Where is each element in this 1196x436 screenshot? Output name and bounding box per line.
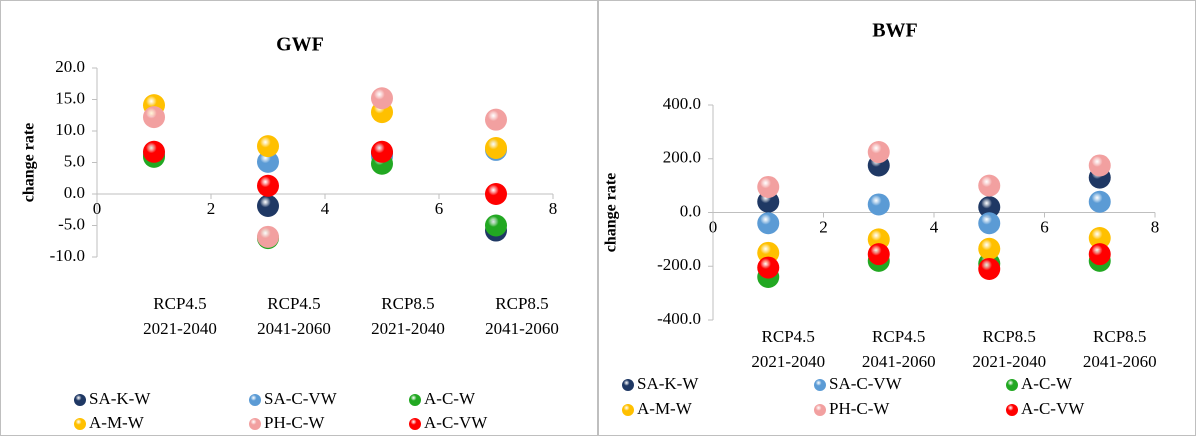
y-tick-label: 15.0 [55,88,85,107]
data-point [1088,243,1111,266]
legend-label: SA-K-W [637,374,699,393]
category-label: RCP4.5 [267,294,320,313]
legend-marker [622,404,634,416]
legend-marker [1006,379,1018,391]
category-label: 2021-2040 [972,352,1046,371]
x-tick-label: 2 [819,217,828,236]
x-tick-label: 6 [1040,217,1049,236]
legend-marker [814,379,826,391]
data-point [257,174,279,197]
data-point [1088,154,1111,177]
data-point [143,106,165,129]
data-point [978,237,1001,260]
legend-marker [409,394,421,406]
category-label: 2041-2060 [485,319,559,338]
y-tick-label: 5.0 [64,151,85,170]
legend-label: A-M-W [637,399,693,418]
legend-label: SA-C-VW [264,389,338,408]
panel-border [0,0,598,436]
x-tick-label: 8 [549,199,558,218]
legend-marker [249,418,261,430]
data-point [757,212,780,235]
legend-label: A-C-VW [424,413,488,432]
y-axis-label: change rate [603,173,620,253]
x-tick-label: 0 [709,217,718,236]
category-label: RCP4.5 [762,327,815,346]
data-point [257,150,279,173]
legend-marker [74,394,86,406]
legend-label: A-M-W [89,413,145,432]
category-label: 2041-2060 [257,319,331,338]
data-point [485,137,507,160]
x-tick-label: 6 [435,199,444,218]
legend-marker [814,404,826,416]
data-point [978,257,1001,280]
data-point [257,225,279,248]
data-point [867,243,890,266]
legend-marker [409,418,421,430]
legend-label: PH-C-W [829,399,890,418]
chart-title: GWF [276,34,324,56]
x-tick-label: 8 [1151,217,1160,236]
data-point [257,135,279,158]
data-point [867,193,890,216]
data-point [371,140,393,163]
legend-marker [74,418,86,430]
data-point [485,108,507,131]
category-label: 2021-2040 [143,319,217,338]
chart-title: BWF [872,20,918,42]
y-tick-label: -5.0 [58,214,85,233]
category-label: 2041-2060 [862,352,936,371]
data-point [1088,190,1111,213]
category-label: 2041-2060 [1083,352,1157,371]
x-tick-label: 4 [321,199,330,218]
category-label: RCP8.5 [1093,327,1146,346]
legend-label: A-C-W [424,389,476,408]
y-axis-label: change rate [21,123,38,203]
data-point [485,214,507,237]
category-label: RCP8.5 [983,327,1036,346]
category-label: 2021-2040 [751,352,825,371]
y-tick-label: -400.0 [657,309,701,328]
x-tick-label: 2 [207,199,216,218]
data-point [257,194,279,217]
category-label: RCP8.5 [495,294,548,313]
data-point [143,140,165,163]
y-tick-label: 10.0 [55,120,85,139]
category-label: RCP4.5 [153,294,206,313]
legend-label: A-C-VW [1021,399,1085,418]
data-point [371,87,393,110]
legend-label: SA-K-W [89,389,151,408]
legend-label: SA-C-VW [829,374,903,393]
legend-marker [622,379,634,391]
data-point [1088,227,1111,250]
data-point [978,196,1001,219]
y-tick-label: -10.0 [50,246,85,265]
y-tick-label: 0.0 [680,201,701,220]
data-point [978,174,1001,197]
legend-marker [249,394,261,406]
data-point [485,183,507,205]
y-tick-label: 200.0 [663,148,701,167]
category-label: RCP8.5 [381,294,434,313]
data-point [867,141,890,164]
y-tick-label: 400.0 [663,94,701,113]
legend-marker [1006,404,1018,416]
data-point [757,175,780,198]
category-label: 2021-2040 [371,319,445,338]
data-point [757,256,780,279]
data-point [978,212,1001,235]
y-tick-label: 0.0 [64,183,85,202]
legend-label: A-C-W [1021,374,1073,393]
category-label: RCP4.5 [872,327,925,346]
legend-label: PH-C-W [264,413,325,432]
x-tick-label: 0 [93,199,102,218]
y-tick-label: -200.0 [657,255,701,274]
x-tick-label: 4 [930,217,939,236]
y-tick-label: 20.0 [55,57,85,76]
